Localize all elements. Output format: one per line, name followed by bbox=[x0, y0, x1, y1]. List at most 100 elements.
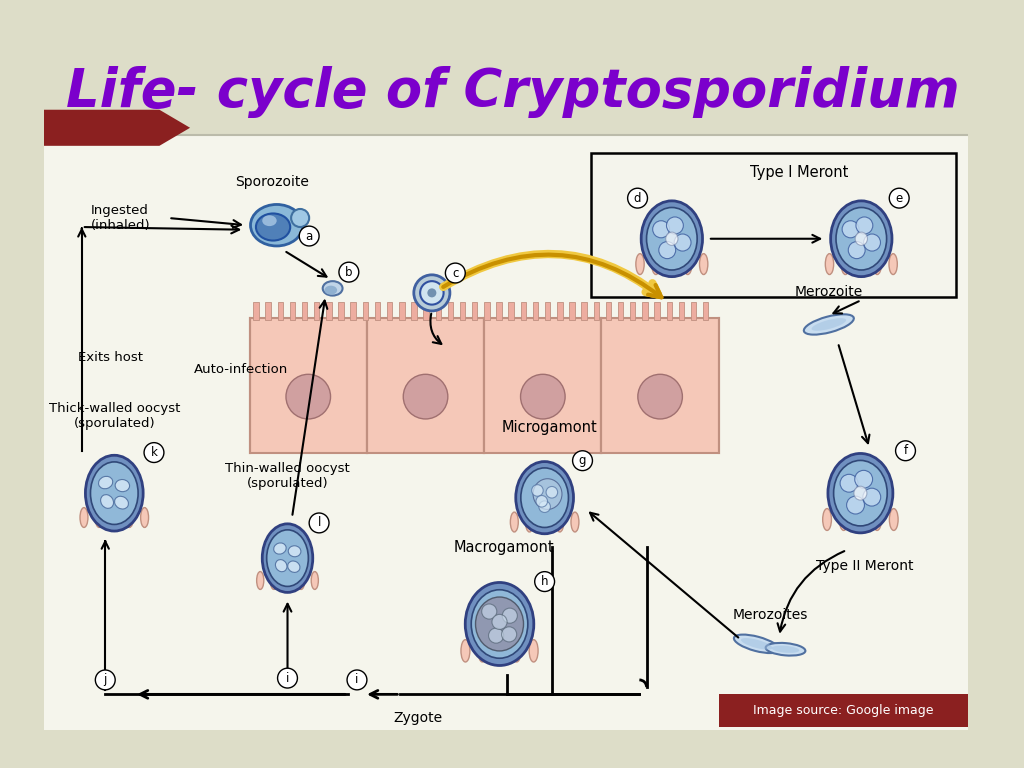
Bar bbox=[617, 302, 624, 320]
Bar bbox=[265, 302, 270, 320]
Ellipse shape bbox=[766, 643, 806, 656]
Text: Sporozoite: Sporozoite bbox=[236, 175, 309, 189]
Ellipse shape bbox=[90, 462, 138, 525]
Ellipse shape bbox=[461, 640, 470, 662]
Text: Thick-walled oocyst
(sporulated): Thick-walled oocyst (sporulated) bbox=[48, 402, 180, 430]
Ellipse shape bbox=[836, 207, 887, 270]
Ellipse shape bbox=[100, 495, 114, 508]
Ellipse shape bbox=[855, 232, 867, 246]
Ellipse shape bbox=[325, 286, 337, 295]
Ellipse shape bbox=[668, 253, 676, 274]
Text: k: k bbox=[151, 446, 158, 459]
Circle shape bbox=[347, 670, 367, 690]
Ellipse shape bbox=[804, 314, 854, 335]
Ellipse shape bbox=[284, 571, 291, 589]
Bar bbox=[654, 302, 659, 320]
Ellipse shape bbox=[471, 590, 527, 658]
Text: f: f bbox=[903, 444, 907, 457]
Ellipse shape bbox=[80, 508, 88, 528]
Ellipse shape bbox=[848, 242, 865, 259]
Ellipse shape bbox=[699, 253, 708, 274]
Text: i: i bbox=[355, 674, 358, 687]
Circle shape bbox=[339, 262, 358, 282]
Ellipse shape bbox=[262, 215, 276, 226]
Bar bbox=[387, 302, 392, 320]
Ellipse shape bbox=[734, 634, 779, 653]
Ellipse shape bbox=[541, 512, 549, 532]
Ellipse shape bbox=[273, 543, 286, 554]
Circle shape bbox=[492, 614, 507, 630]
Circle shape bbox=[628, 188, 647, 208]
Circle shape bbox=[535, 571, 555, 591]
Ellipse shape bbox=[510, 512, 518, 532]
Text: l: l bbox=[317, 516, 321, 529]
Ellipse shape bbox=[667, 217, 683, 234]
Ellipse shape bbox=[638, 374, 682, 419]
Ellipse shape bbox=[863, 234, 881, 251]
Bar bbox=[472, 302, 477, 320]
Bar bbox=[362, 302, 368, 320]
Circle shape bbox=[481, 604, 497, 619]
Text: Merozoites: Merozoites bbox=[732, 608, 808, 622]
Ellipse shape bbox=[658, 242, 676, 259]
Ellipse shape bbox=[830, 201, 892, 276]
Bar bbox=[412, 302, 417, 320]
Text: g: g bbox=[579, 454, 587, 467]
Ellipse shape bbox=[275, 560, 287, 571]
Circle shape bbox=[420, 281, 443, 305]
Bar bbox=[484, 302, 489, 320]
Bar bbox=[557, 302, 562, 320]
Ellipse shape bbox=[840, 475, 858, 492]
Circle shape bbox=[291, 209, 309, 227]
Ellipse shape bbox=[475, 597, 523, 651]
Text: Exits host: Exits host bbox=[78, 351, 143, 364]
Ellipse shape bbox=[521, 468, 568, 528]
Bar bbox=[278, 302, 283, 320]
Ellipse shape bbox=[115, 479, 130, 492]
Bar bbox=[302, 302, 307, 320]
Bar bbox=[520, 302, 526, 320]
Circle shape bbox=[539, 501, 551, 512]
Circle shape bbox=[502, 608, 517, 623]
Ellipse shape bbox=[842, 220, 859, 238]
Ellipse shape bbox=[856, 217, 872, 234]
Bar bbox=[435, 302, 441, 320]
Ellipse shape bbox=[674, 234, 691, 251]
Bar bbox=[484, 318, 601, 453]
Ellipse shape bbox=[822, 508, 831, 531]
Bar bbox=[601, 318, 719, 453]
Ellipse shape bbox=[772, 646, 800, 653]
Circle shape bbox=[427, 288, 436, 297]
Ellipse shape bbox=[520, 374, 565, 419]
Bar bbox=[399, 302, 404, 320]
Bar bbox=[582, 302, 587, 320]
Bar bbox=[253, 302, 259, 320]
Ellipse shape bbox=[298, 571, 305, 589]
Text: Image source: Google image: Image source: Google image bbox=[753, 704, 934, 717]
Bar bbox=[338, 302, 344, 320]
Ellipse shape bbox=[828, 453, 893, 533]
Bar bbox=[594, 302, 599, 320]
Bar bbox=[703, 302, 709, 320]
Text: Zygote: Zygote bbox=[394, 710, 443, 724]
Bar bbox=[460, 302, 465, 320]
Ellipse shape bbox=[529, 640, 538, 662]
Circle shape bbox=[278, 668, 297, 688]
Ellipse shape bbox=[534, 478, 562, 509]
Text: c: c bbox=[453, 266, 459, 280]
Text: Merozoite: Merozoite bbox=[795, 285, 863, 300]
Bar bbox=[44, 38, 968, 135]
Ellipse shape bbox=[646, 207, 697, 270]
Ellipse shape bbox=[840, 508, 848, 531]
Ellipse shape bbox=[257, 571, 264, 589]
Ellipse shape bbox=[465, 582, 534, 666]
Bar bbox=[44, 135, 968, 730]
Ellipse shape bbox=[95, 508, 103, 528]
Text: Auto-infection: Auto-infection bbox=[194, 363, 288, 376]
Text: Type I Meront: Type I Meront bbox=[750, 165, 848, 180]
Ellipse shape bbox=[270, 571, 278, 589]
Ellipse shape bbox=[512, 640, 521, 662]
Ellipse shape bbox=[311, 571, 318, 589]
Circle shape bbox=[536, 495, 548, 507]
Bar bbox=[679, 302, 684, 320]
